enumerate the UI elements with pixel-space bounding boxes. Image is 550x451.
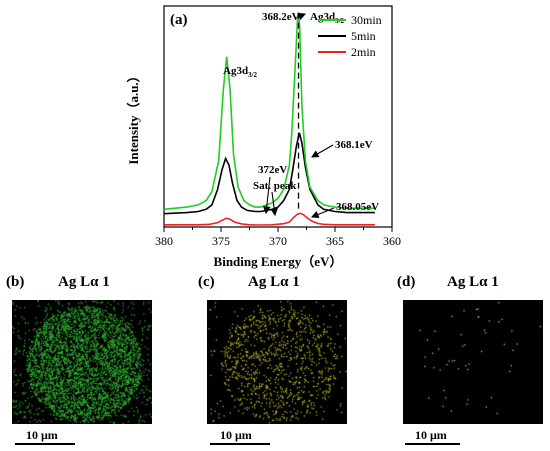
map-title-b: Ag Lα 1 (58, 274, 110, 290)
panel-label-b: (b) (6, 274, 25, 290)
map-title-c: Ag Lα 1 (248, 274, 300, 290)
annotation-label: Ag3d3/2 (223, 65, 258, 79)
ag-distribution-map (403, 300, 543, 424)
annotation-label: 368.1eV (335, 139, 373, 151)
annotation-label: 372eV (258, 164, 287, 176)
series-line-30min (163, 12, 375, 211)
panel-label-d: (d) (397, 274, 416, 290)
scale-bar-d (405, 443, 460, 445)
axis-layer: 380 375 370 365 360 (155, 227, 401, 248)
series-line-2min (164, 212, 375, 226)
ag-distribution-map (12, 300, 152, 424)
legend-label: 5min (351, 29, 376, 43)
legend-label: 2min (351, 45, 376, 59)
annotation-label: 368.2eV (262, 11, 300, 23)
legend: 30min 5min 2min (318, 13, 382, 59)
annotation-arrow (262, 176, 271, 215)
y-axis-label: Intensity（a.u.） (126, 69, 141, 164)
scale-bar-label-d: 10 μm (415, 428, 447, 442)
map-title-d: Ag Lα 1 (447, 274, 499, 290)
annotation-arrow (297, 12, 307, 21)
x-tick-label: 380 (155, 234, 173, 248)
scale-bar-b (15, 443, 75, 445)
eds-map-image-b (12, 300, 152, 424)
annotation-label: Sat. peak (253, 180, 297, 192)
x-axis-label: Binding Energy（eV） (214, 254, 343, 269)
x-tick-label: 365 (326, 234, 344, 248)
eds-map-panel-c: (c) Ag Lα 1 10 μm (190, 270, 370, 451)
panel-label-c: (c) (198, 274, 215, 290)
scale-bar-label-b: 10 μm (26, 428, 58, 442)
x-tick-label: 370 (269, 234, 287, 248)
annotation-label: Ag3d3/2 (310, 11, 345, 25)
scale-bar-c (210, 443, 270, 445)
ag-distribution-map (207, 300, 347, 424)
annotation-layer: 368.2eV Ag3d3/2 Ag3d3/2 372eV Sat. peak 368.1… (223, 11, 379, 219)
scale-bar-label-c: 10 μm (220, 428, 252, 442)
annotation-arrow (310, 207, 335, 219)
annotation-label: 368.05eV (336, 201, 379, 213)
panel-label-a: (a) (170, 12, 188, 28)
eds-map-panel-d: (d) Ag Lα 1 10 μm (385, 270, 550, 451)
series-layer (163, 12, 375, 226)
eds-map-image-c (207, 300, 347, 424)
legend-label: 30min (351, 13, 382, 27)
annotation-arrow (270, 191, 278, 217)
x-tick-label: 360 (383, 234, 401, 248)
eds-map-panel-b: (b) Ag Lα 1 10 μm (0, 270, 180, 451)
annotation-arrow (311, 144, 334, 158)
x-tick-label: 375 (212, 234, 230, 248)
eds-map-image-d (403, 300, 543, 424)
